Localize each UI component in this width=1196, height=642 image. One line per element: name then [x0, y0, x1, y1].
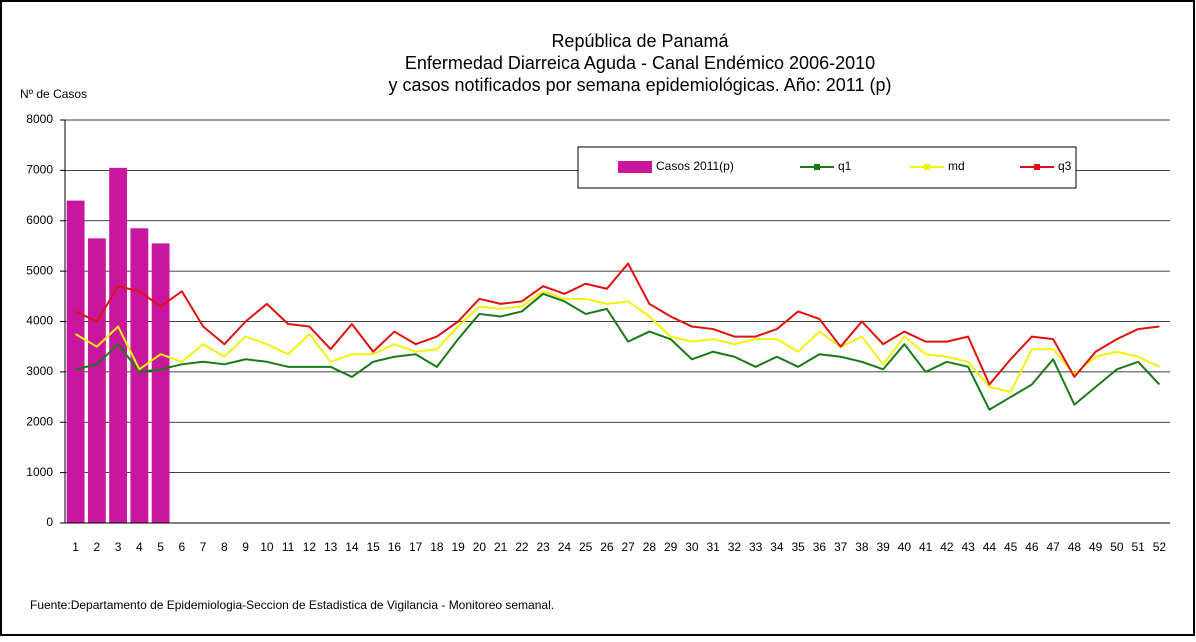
- x-tick-label: 7: [200, 540, 207, 554]
- chart-title: y casos notificados por semana epidemiol…: [389, 75, 892, 95]
- legend-label: q1: [838, 159, 852, 173]
- x-tick-label: 42: [940, 540, 954, 554]
- y-tick-label: 0: [46, 515, 53, 529]
- x-tick-label: 33: [749, 540, 763, 554]
- x-tick-label: 1: [72, 540, 79, 554]
- x-tick-label: 22: [515, 540, 529, 554]
- x-tick-label: 6: [179, 540, 186, 554]
- x-tick-label: 35: [791, 540, 805, 554]
- legend-label: md: [948, 159, 965, 173]
- x-tick-label: 13: [324, 540, 338, 554]
- y-tick-label: 2000: [26, 414, 53, 428]
- bar: [66, 200, 85, 523]
- bar: [87, 238, 106, 523]
- x-tick-label: 17: [409, 540, 423, 554]
- line: [75, 292, 1161, 411]
- legend-marker: [814, 164, 820, 170]
- x-tick-label: 48: [1068, 540, 1082, 554]
- x-tick-label: 4: [136, 540, 143, 554]
- x-tick-label: 50: [1110, 540, 1124, 554]
- line: [75, 262, 1160, 386]
- footnote: Fuente:Departamento de Epidemiologia-Sec…: [30, 598, 554, 612]
- x-tick-label: 16: [388, 540, 402, 554]
- x-tick-label: 39: [876, 540, 890, 554]
- legend-marker: [1034, 164, 1040, 170]
- bar: [130, 228, 149, 523]
- x-tick-label: 41: [919, 540, 933, 554]
- chart-title: República de Panamá: [551, 31, 729, 51]
- x-tick-label: 11: [282, 540, 295, 554]
- x-tick-label: 43: [961, 540, 975, 554]
- x-tick-label: 27: [621, 540, 635, 554]
- legend-marker: [924, 164, 930, 170]
- x-tick-label: 19: [451, 540, 465, 554]
- x-tick-label: 24: [558, 540, 572, 554]
- x-tick-label: 32: [728, 540, 742, 554]
- y-tick-label: 1000: [26, 465, 53, 479]
- bar: [151, 243, 170, 523]
- x-tick-label: 18: [430, 540, 444, 554]
- x-tick-label: 37: [834, 540, 848, 554]
- y-tick-label: 8000: [26, 112, 53, 126]
- x-tick-label: 40: [898, 540, 912, 554]
- x-tick-label: 5: [157, 540, 164, 554]
- y-tick-label: 5000: [26, 263, 53, 277]
- x-tick-label: 15: [366, 540, 380, 554]
- x-tick-label: 52: [1153, 540, 1167, 554]
- x-tick-label: 49: [1089, 540, 1103, 554]
- line: [75, 290, 1160, 394]
- x-tick-label: 34: [770, 540, 784, 554]
- x-tick-label: 44: [983, 540, 997, 554]
- x-tick-label: 36: [813, 540, 827, 554]
- y-axis-label: Nº de Casos: [20, 87, 87, 101]
- x-tick-label: 20: [473, 540, 487, 554]
- chart-title: Enfermedad Diarreica Aguda - Canal Endém…: [405, 53, 875, 73]
- y-tick-label: 7000: [26, 163, 53, 177]
- x-tick-label: 21: [494, 540, 508, 554]
- x-tick-label: 38: [855, 540, 869, 554]
- x-tick-label: 51: [1131, 540, 1145, 554]
- x-tick-label: 45: [1004, 540, 1018, 554]
- x-tick-label: 26: [600, 540, 614, 554]
- x-tick-label: 25: [579, 540, 593, 554]
- legend-label: Casos 2011(p): [656, 159, 734, 173]
- x-tick-label: 8: [221, 540, 228, 554]
- x-tick-label: 14: [345, 540, 359, 554]
- y-tick-label: 6000: [26, 213, 53, 227]
- legend-label: q3: [1058, 159, 1072, 173]
- legend-swatch: [618, 161, 652, 173]
- x-tick-label: 47: [1046, 540, 1060, 554]
- x-tick-label: 31: [706, 540, 720, 554]
- x-tick-label: 23: [536, 540, 550, 554]
- x-tick-label: 28: [643, 540, 657, 554]
- x-tick-label: 9: [242, 540, 249, 554]
- x-tick-label: 30: [685, 540, 699, 554]
- x-tick-label: 12: [303, 540, 317, 554]
- y-tick-label: 3000: [26, 364, 53, 378]
- x-tick-label: 10: [260, 540, 274, 554]
- y-tick-label: 4000: [26, 314, 53, 328]
- x-tick-label: 29: [664, 540, 678, 554]
- x-tick-label: 2: [94, 540, 101, 554]
- x-tick-label: 46: [1025, 540, 1039, 554]
- x-tick-label: 3: [115, 540, 122, 554]
